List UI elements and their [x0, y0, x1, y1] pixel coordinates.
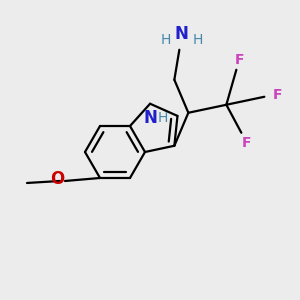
Text: H: H [158, 111, 168, 125]
Text: F: F [235, 53, 244, 67]
Text: F: F [273, 88, 282, 102]
Text: H: H [160, 33, 170, 47]
Text: F: F [242, 136, 251, 150]
Text: O: O [50, 170, 64, 188]
Text: N: N [143, 109, 157, 127]
Text: H: H [192, 33, 203, 47]
Text: N: N [174, 25, 188, 43]
